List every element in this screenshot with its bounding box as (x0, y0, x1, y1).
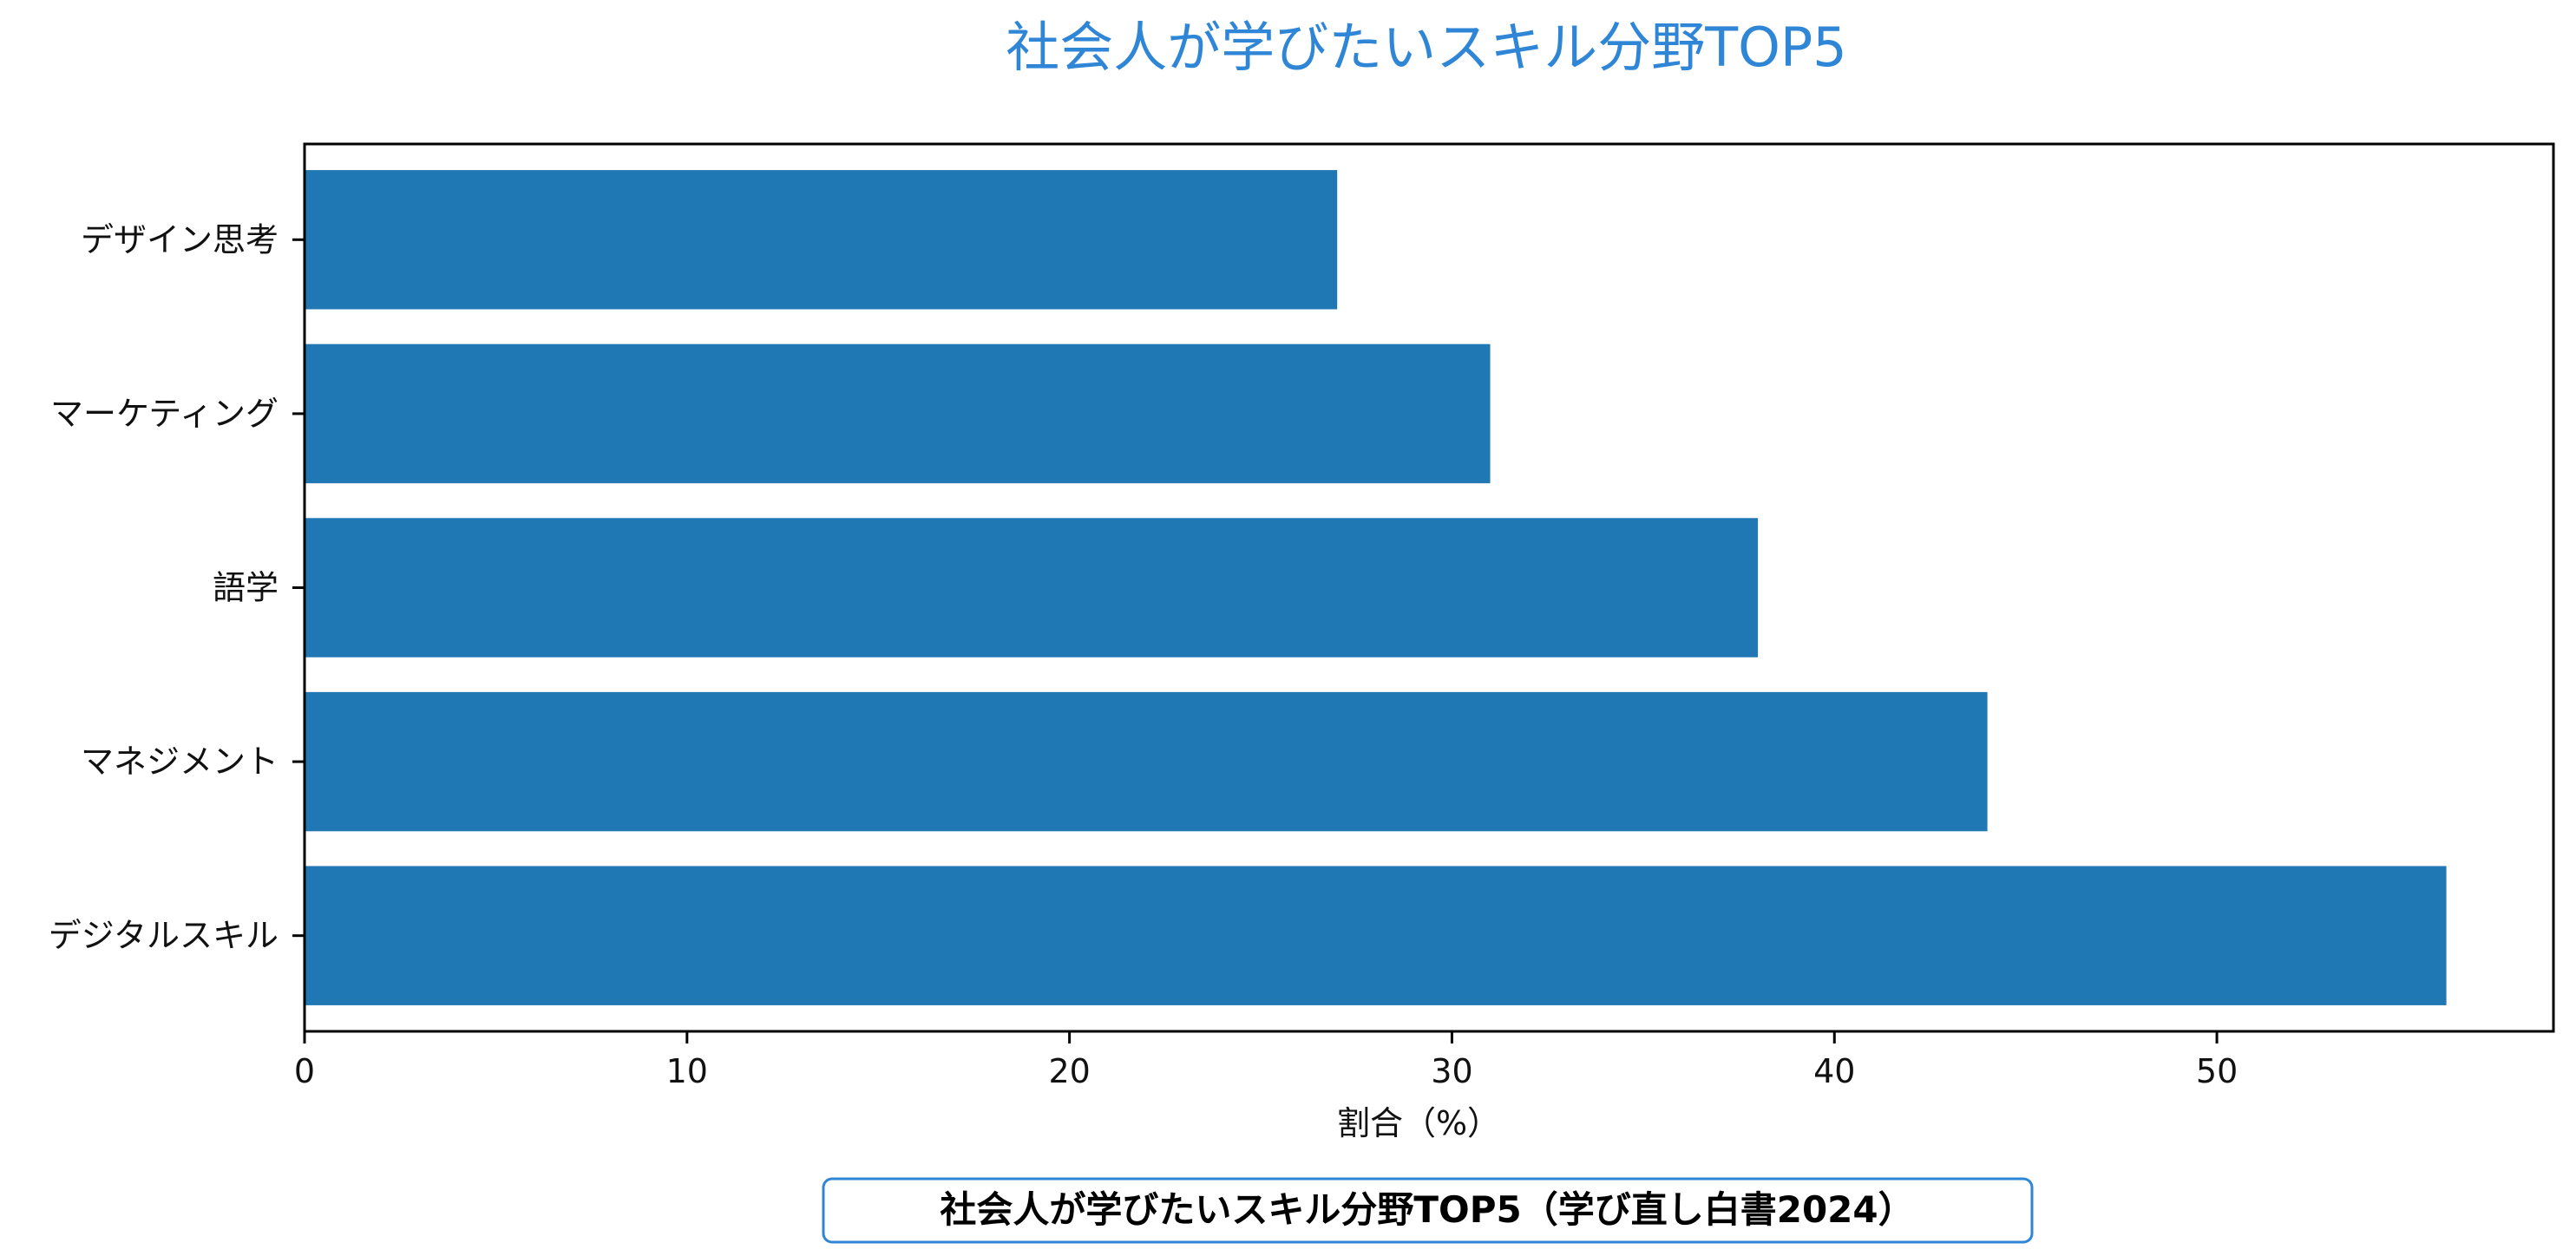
bar-1 (305, 866, 2447, 1005)
bar-2 (305, 691, 1988, 832)
y-tick-label-1: デジタルスキル (49, 917, 279, 955)
bar-3 (305, 518, 1759, 657)
bars-group (305, 170, 2447, 1005)
x-axis-label: 割合（%） (1337, 1104, 1500, 1142)
y-tick-label-4: マーケティング (50, 395, 279, 433)
y-tick-label-5: デザイン思考 (81, 220, 279, 258)
y-tick-label-3: 語学 (213, 569, 279, 607)
x-tick-label-6: 50 (2196, 1052, 2238, 1090)
x-tick-label-2: 10 (666, 1052, 708, 1090)
x-axis-ticks: 0 10 20 30 40 50 (294, 1031, 2238, 1090)
caption-text: 社会人が学びたいスキル分野TOP5（学び直し白書2024） (940, 1188, 1914, 1231)
bar-4 (305, 343, 1491, 484)
x-tick-label-4: 30 (1431, 1052, 1472, 1090)
bar-5 (305, 170, 1338, 310)
y-axis-ticks: デジタルスキル マネジメント 語学 マーケティング デザイン思考 (49, 220, 305, 955)
chart-title: 社会人が学びたいスキル分野TOP5 (1006, 16, 1847, 79)
y-tick-label-2: マネジメント (81, 742, 279, 781)
x-tick-label-5: 40 (1813, 1052, 1855, 1090)
caption-box (822, 1177, 2034, 1244)
plot-frame (303, 142, 2555, 1033)
x-tick-label-1: 0 (294, 1052, 315, 1090)
x-tick-label-3: 20 (1048, 1052, 1090, 1090)
